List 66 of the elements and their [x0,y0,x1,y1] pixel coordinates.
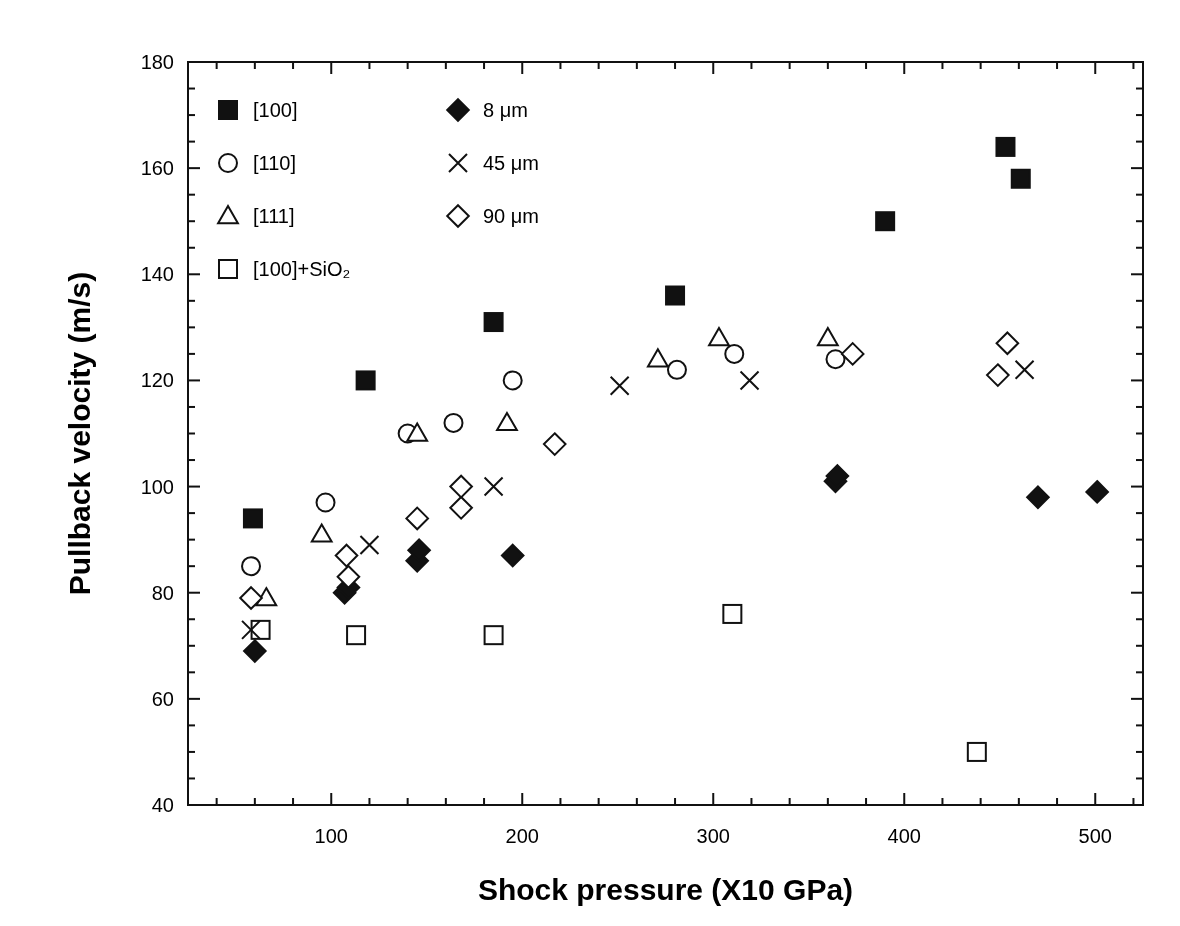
x-tick-label: 400 [887,825,921,847]
point [500,543,525,568]
point [406,422,429,442]
legend-label: 8 μm [483,99,528,121]
point [966,741,987,762]
x-axis-title: Shock pressure (X10 GPa) [477,873,854,906]
y-tick-label: 80 [151,581,174,604]
point [310,523,333,543]
legend-label: [110] [253,152,296,174]
x-tick-label: 100 [314,825,348,847]
x-tick-label: 300 [696,825,730,847]
point [315,492,336,513]
point [346,625,367,646]
point [443,412,464,433]
point [502,370,523,391]
point [875,211,896,232]
legend-label: 90 μm [483,205,539,227]
point [483,625,504,646]
point [646,348,669,368]
point [405,506,429,531]
point [1010,168,1031,189]
y-tick-label: 60 [151,687,174,710]
point [336,564,361,589]
point [724,343,745,364]
point [995,136,1016,157]
y-tick-label: 40 [151,794,174,816]
point [1085,480,1109,504]
y-tick-label: 100 [140,475,174,498]
y-tick-label: 140 [140,263,174,286]
point [825,349,846,370]
point [334,543,359,568]
legend-label: [100] [253,99,298,121]
legend-label: 45 μm [483,152,539,174]
point [355,370,376,391]
point [449,474,473,499]
y-tick-label: 120 [140,369,174,392]
x-tick-label: 500 [1078,825,1112,847]
point [359,534,380,555]
point [609,375,630,396]
point [739,370,760,391]
point [449,496,473,520]
point [1026,485,1050,509]
point [243,639,267,663]
point [496,411,518,432]
point [816,327,839,347]
point [995,331,1020,356]
point [1014,359,1035,380]
point [542,432,567,456]
legend-label: [100]+SiO₂ [253,258,351,280]
point [241,556,262,577]
point [239,586,263,610]
point [666,359,687,380]
y-axis-title: Pullback velocity (m/s) [63,271,96,596]
y-tick-label: 180 [140,51,174,73]
point [242,508,263,529]
y-tick-label: 160 [140,157,174,180]
point [840,342,865,366]
point [722,603,743,624]
point [708,327,730,347]
point [986,363,1010,387]
point [483,312,504,333]
x-tick-label: 200 [505,825,539,847]
point [665,285,686,306]
point [241,619,262,640]
legend-label: [111] [253,205,295,227]
point [483,476,504,497]
